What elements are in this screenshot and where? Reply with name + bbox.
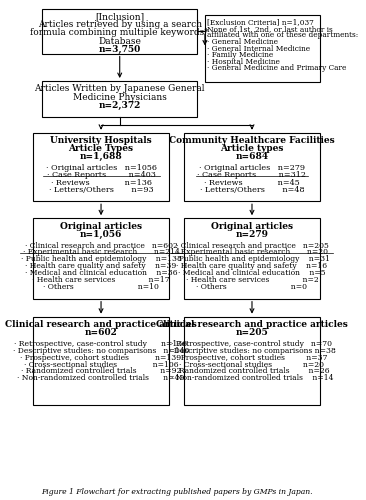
Text: · Reviews              n=45: · Reviews n=45: [204, 178, 300, 186]
FancyBboxPatch shape: [184, 316, 320, 405]
Text: · Clinical research and practice   n=602: · Clinical research and practice n=602: [25, 242, 178, 250]
Text: · Descriptive studies: no comparisons n=38: · Descriptive studies: no comparisons n=…: [169, 347, 335, 355]
Text: · Original articles   n=1056: · Original articles n=1056: [45, 164, 157, 172]
Text: · Retrospective, case-control study      n=136: · Retrospective, case-control study n=13…: [15, 340, 188, 348]
FancyBboxPatch shape: [184, 218, 320, 298]
Text: · Family Medicine: · Family Medicine: [207, 51, 273, 59]
Text: [Inclusion]: [Inclusion]: [95, 12, 144, 22]
Text: · Others                           n=0: · Others n=0: [197, 282, 307, 290]
Text: · Reviews              n=136: · Reviews n=136: [51, 178, 152, 186]
Text: · Non-randomized controlled trials    n=14: · Non-randomized controlled trials n=14: [171, 374, 333, 382]
Text: · Case Reports         n=312: · Case Reports n=312: [198, 172, 306, 179]
Text: · Public health and epidemiology    n=138: · Public health and epidemiology n=138: [20, 256, 182, 264]
Text: n=2,372: n=2,372: [98, 100, 141, 110]
Text: · Others                           n=10: · Others n=10: [43, 282, 159, 290]
Text: · Health care quality and safety    n=16: · Health care quality and safety n=16: [176, 262, 328, 270]
Text: · Letters/Others       n=48: · Letters/Others n=48: [200, 186, 304, 194]
Text: · Health care services              n=2: · Health care services n=2: [186, 276, 318, 284]
Text: Original articles: Original articles: [60, 222, 142, 230]
Text: Articles Written by Japanese General: Articles Written by Japanese General: [34, 84, 205, 94]
Text: · Prospective, cohort studies           n=139: · Prospective, cohort studies n=139: [20, 354, 182, 362]
Text: n=602: n=602: [85, 328, 117, 337]
FancyBboxPatch shape: [205, 15, 320, 82]
Text: None of 1st, 2nd, or last author is: None of 1st, 2nd, or last author is: [207, 25, 333, 33]
Text: · General Medicine and Primary Care: · General Medicine and Primary Care: [207, 64, 347, 72]
Text: · Medical and clinical education    n=5: · Medical and clinical education n=5: [178, 269, 326, 277]
Text: Database: Database: [98, 36, 141, 46]
Text: n=1,688: n=1,688: [80, 152, 122, 162]
Text: Articles retrieved by using a search: Articles retrieved by using a search: [38, 20, 202, 30]
Text: · Hospital Medicine: · Hospital Medicine: [207, 58, 280, 66]
Text: · Cross-sectional studies               n=106: · Cross-sectional studies n=106: [24, 360, 178, 368]
FancyBboxPatch shape: [42, 9, 197, 54]
Text: n=205: n=205: [236, 328, 268, 337]
Text: Medicine Physicians: Medicine Physicians: [73, 92, 167, 102]
FancyBboxPatch shape: [33, 316, 169, 405]
Text: · Medical and clinical education    n=36: · Medical and clinical education n=36: [25, 269, 178, 277]
Text: Article Types: Article Types: [68, 144, 134, 153]
FancyBboxPatch shape: [184, 132, 320, 202]
Text: n=3,750: n=3,750: [98, 44, 141, 54]
Text: Clinical research and practice articles: Clinical research and practice articles: [156, 320, 348, 329]
FancyBboxPatch shape: [33, 218, 169, 298]
Text: · Public health and epidemiology    n=31: · Public health and epidemiology n=31: [174, 256, 330, 264]
Text: · Non-randomized controlled trials      n=49: · Non-randomized controlled trials n=49: [18, 374, 185, 382]
FancyBboxPatch shape: [33, 132, 169, 202]
Text: · Original articles   n=279: · Original articles n=279: [199, 164, 305, 172]
Text: affiliated with one of these departments:: affiliated with one of these departments…: [207, 32, 359, 40]
FancyBboxPatch shape: [42, 81, 197, 116]
Text: · Cross-sectional studies             n=20: · Cross-sectional studies n=20: [179, 360, 325, 368]
Text: n=684: n=684: [235, 152, 269, 162]
Text: · General Internal Medicine: · General Internal Medicine: [207, 44, 310, 52]
Text: · Health care quality and safety    n=39: · Health care quality and safety n=39: [25, 262, 177, 270]
Text: · Experimental basic research       n=20: · Experimental basic research n=20: [176, 248, 328, 256]
Text: · Case Reports         n=403: · Case Reports n=403: [46, 172, 156, 179]
Text: formula combining multiple keywords*: formula combining multiple keywords*: [30, 28, 209, 38]
Text: · Descriptive studies: no comparisons   n=140: · Descriptive studies: no comparisons n=…: [13, 347, 189, 355]
Text: University Hospitals: University Hospitals: [50, 136, 152, 145]
Text: n=279: n=279: [235, 230, 269, 238]
Text: [Exclusion Criteria] n=1,037: [Exclusion Criteria] n=1,037: [207, 18, 314, 26]
Text: · Prospective, cohort studies         n=37: · Prospective, cohort studies n=37: [176, 354, 328, 362]
Text: · Experimental basic research       n=214: · Experimental basic research n=214: [23, 248, 179, 256]
Text: Community Healthcare Facilities: Community Healthcare Facilities: [169, 136, 335, 145]
Text: · General Medicine: · General Medicine: [207, 38, 278, 46]
Text: Article types: Article types: [220, 144, 284, 153]
Text: · Letters/Others       n=93: · Letters/Others n=93: [49, 186, 153, 194]
Text: Clinical research and practice articles: Clinical research and practice articles: [5, 320, 197, 329]
Text: n=1,056: n=1,056: [80, 230, 122, 239]
Text: · Retrospective, case-control study   n=70: · Retrospective, case-control study n=70: [172, 340, 332, 348]
Text: · Randomized controlled trials        n=26: · Randomized controlled trials n=26: [174, 368, 330, 376]
Text: · Health care services              n=17: · Health care services n=17: [32, 276, 170, 284]
Text: · Clinical research and practice   n=205: · Clinical research and practice n=205: [176, 242, 328, 250]
Text: Original articles: Original articles: [211, 222, 293, 230]
Text: · Randomized controlled trials          n=92: · Randomized controlled trials n=92: [21, 368, 181, 376]
Text: Figure 1 Flowchart for extracting published papers by GMPs in Japan.: Figure 1 Flowchart for extracting publis…: [41, 488, 312, 496]
